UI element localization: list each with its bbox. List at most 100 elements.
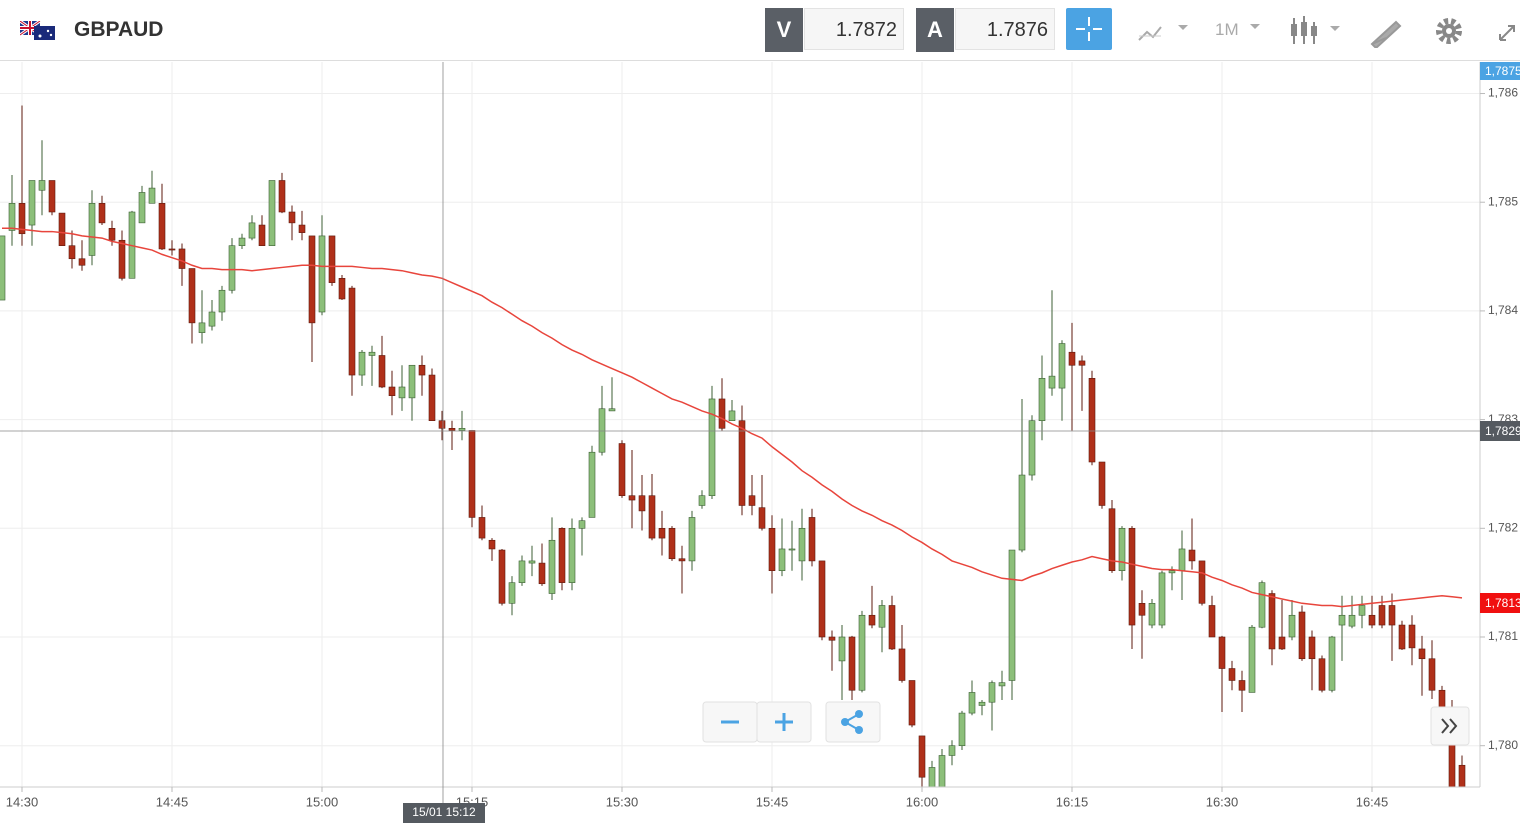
ask-label[interactable]: A (916, 8, 954, 52)
candle-body (1458, 764, 1466, 787)
ask-tag-box (1480, 62, 1520, 80)
candle-body (1308, 636, 1316, 660)
candle-body (1228, 668, 1236, 681)
crosshair-time: 15/01 15:12 (412, 805, 476, 819)
candle-body (158, 203, 166, 250)
candle-body (438, 420, 446, 429)
scroll-latest-button[interactable] (1430, 706, 1470, 746)
candle-body (0, 235, 6, 301)
candle-type-button[interactable] (1288, 14, 1346, 48)
candle-body (848, 636, 856, 691)
candle-body (458, 428, 466, 431)
expand-button[interactable] (1496, 18, 1520, 46)
timeframe-button[interactable]: 1M (1215, 20, 1239, 39)
candle-body (988, 682, 996, 703)
candle-body (648, 495, 656, 539)
candle-body (1408, 624, 1416, 649)
candle-body (698, 495, 706, 506)
candle-body (38, 180, 46, 191)
candle-body (338, 278, 346, 300)
candle-body (1388, 605, 1396, 626)
candle-body (978, 701, 986, 706)
candle-body (628, 495, 636, 501)
candle-body (148, 187, 156, 204)
candle-body (1198, 560, 1206, 604)
candle-body (1138, 603, 1146, 616)
last-tag: 1,7813 (1485, 596, 1520, 610)
candle-body (1278, 636, 1286, 650)
candle-body (278, 180, 286, 213)
candle-body (1018, 474, 1026, 551)
candle-body (248, 222, 256, 239)
candle-body (738, 420, 746, 506)
candle-body (1248, 626, 1256, 693)
candle-body (1428, 658, 1436, 691)
candle-body (328, 235, 336, 283)
x-tick-label: 15:00 (306, 794, 339, 809)
candle-body (968, 692, 976, 714)
candle-body (778, 548, 786, 571)
candle-body (1348, 614, 1356, 627)
candle-body (658, 528, 666, 539)
candle-body (728, 410, 736, 421)
candle-body (1208, 605, 1216, 638)
candle-body (1098, 461, 1106, 506)
crosshair-price-box (1480, 421, 1520, 441)
y-tick-label: 1,784 (1488, 303, 1518, 317)
toolbar: GBPAUD V 1.7872 A 1.7876 1M (0, 0, 1520, 61)
candle-body (1148, 603, 1156, 626)
plot-area (0, 105, 1466, 787)
settings-button[interactable] (1432, 14, 1466, 48)
candle-body (498, 549, 506, 604)
candle-body (468, 430, 476, 518)
candle-body (668, 528, 676, 560)
candle-body (118, 239, 126, 279)
share-button[interactable] (825, 701, 881, 743)
candle-body (558, 528, 566, 583)
candle-body (508, 582, 516, 604)
chart-type-button[interactable] (1136, 16, 1194, 46)
zoom-in-button[interactable] (756, 701, 812, 743)
candle-body (1378, 605, 1386, 626)
candle-body (1398, 624, 1406, 650)
candle-body (818, 560, 826, 638)
bid-price[interactable]: 1.7872 (804, 8, 904, 50)
candle-body (48, 180, 56, 213)
draw-tool-button[interactable] (1368, 14, 1404, 48)
candle-body (308, 235, 316, 324)
moving-average-line (2, 227, 1463, 608)
bid-label[interactable]: V (765, 8, 803, 52)
candle-body (908, 680, 916, 726)
zoom-out-button[interactable] (702, 701, 758, 743)
candle-body (708, 398, 716, 496)
candle-body (388, 386, 396, 396)
x-tick-label: 16:30 (1206, 794, 1239, 809)
candle-body (798, 528, 806, 562)
candle-body (868, 614, 876, 626)
crosshair-button[interactable] (1066, 8, 1112, 50)
candle-body (168, 248, 176, 251)
candle-body (448, 428, 456, 431)
candle-body (608, 408, 616, 412)
candle-body (1078, 360, 1086, 366)
candle-body (568, 528, 576, 583)
candle-body (1268, 593, 1276, 650)
candle-body (78, 258, 86, 266)
candle-body (1258, 582, 1266, 628)
candle-body (198, 322, 206, 333)
y-tick-label: 1,785 (1488, 194, 1518, 208)
candle-body (58, 212, 66, 246)
crosshair-time-box (403, 803, 485, 823)
candle-body (1118, 528, 1126, 571)
y-tick-label: 1,786 (1488, 86, 1518, 100)
candle-body (1298, 611, 1306, 660)
y-tick-label: 1,781 (1488, 629, 1518, 643)
ask-price[interactable]: 1.7876 (955, 8, 1055, 50)
candle-body (98, 203, 106, 224)
candle-body (1168, 570, 1176, 574)
candle-body (68, 245, 76, 260)
candle-body (938, 755, 946, 787)
candle-body (108, 228, 116, 241)
candle-body (318, 235, 326, 313)
candle-body (408, 364, 416, 399)
